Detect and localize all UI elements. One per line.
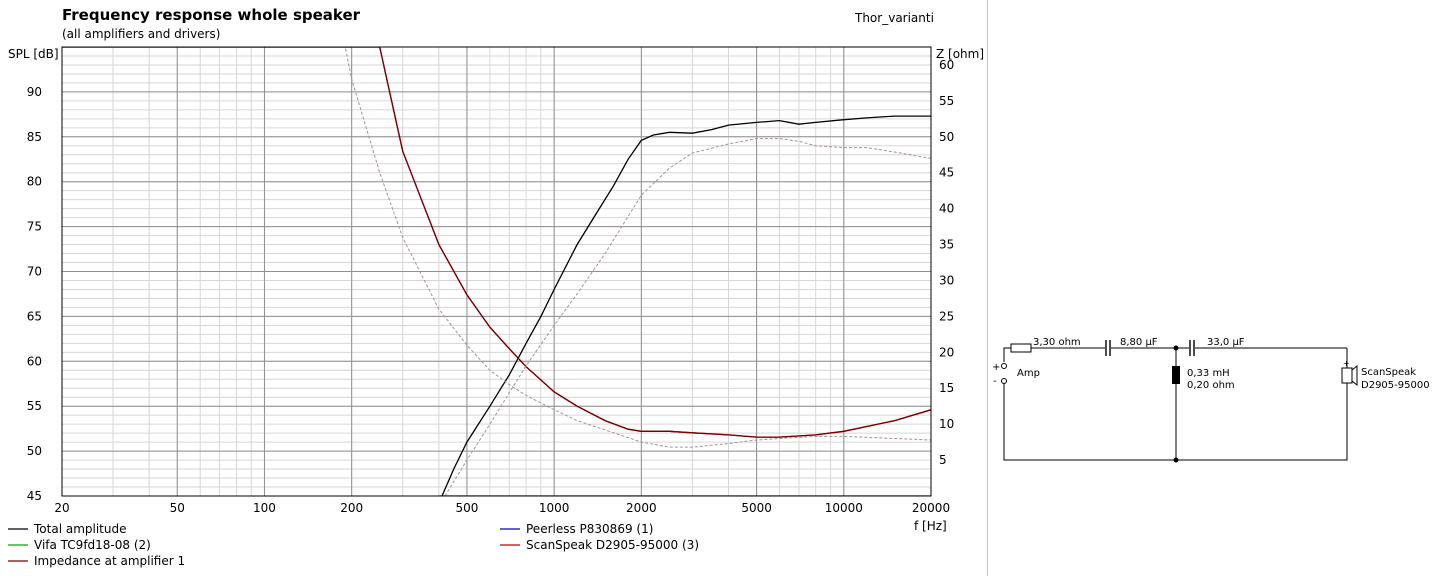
y2-tick-label: 10 (939, 417, 954, 431)
capacitor1-symbol[interactable] (1105, 340, 1111, 356)
legend-label: Vifa TC9fd18-08 (2) (34, 538, 151, 552)
amp-label: Amp (1017, 368, 1040, 379)
svg-text:+: + (1343, 359, 1350, 368)
inductor-resistance: 0,20 ohm (1187, 380, 1235, 391)
legend-label: Peerless P830869 (1) (526, 522, 653, 536)
chart-svg: Frequency response whole speaker (all am… (8, 6, 984, 568)
y-tick-label: 65 (27, 309, 42, 323)
y2-tick-label: 50 (939, 130, 954, 144)
legend-label: Impedance at amplifier 1 (34, 554, 185, 568)
x-tick-label: 50 (170, 501, 185, 515)
series-line (444, 138, 931, 496)
y-tick-label: 55 (27, 399, 42, 413)
plot-frame (61, 46, 932, 497)
capacitor2-symbol[interactable] (1189, 340, 1195, 356)
y-tick-label: 90 (27, 85, 42, 99)
tick-layer: 20 50 100 200 500 1000 2000 5000 10000 20000 45 50 5… (27, 58, 955, 515)
y2-tick-label: 25 (939, 309, 954, 323)
tweeter-driver-icon[interactable]: + (1341, 359, 1358, 387)
inductor-symbol[interactable] (1172, 366, 1180, 384)
series-layer (62, 47, 931, 496)
driver-model: D2905-95000 (1361, 380, 1430, 391)
x-tick-label: 500 (455, 501, 478, 515)
x-tick-label: 20000 (912, 501, 950, 515)
frequency-response-chart: Frequency response whole speaker (all am… (8, 6, 984, 568)
y-axis-label: SPL [dB] (8, 47, 59, 61)
y2-tick-label: 30 (939, 273, 954, 287)
schematic-svg: + - Amp 3,30 ohm 8,80 µF 33,0 µF 0,33 mH… (992, 337, 1430, 463)
y2-tick-label: 20 (939, 345, 954, 359)
y2-tick-label: 15 (939, 381, 954, 395)
legend-label: Total amplitude (33, 522, 126, 536)
top-wire (1003, 347, 1011, 362)
amp-minus-label: - (993, 376, 997, 387)
y2-tick-label: 45 (939, 166, 954, 180)
amp-plus-terminal[interactable] (1001, 363, 1007, 369)
series-line (62, 47, 931, 438)
amp-plus-label: + (992, 362, 1000, 373)
amp-minus-terminal[interactable] (1001, 378, 1007, 384)
panel-divider (987, 0, 988, 576)
series-line (441, 115, 931, 496)
driver-brand: ScanSpeak (1361, 367, 1416, 378)
chart-title: Frequency response whole speaker (62, 6, 361, 24)
crossover-schematic[interactable]: + - Amp 3,30 ohm 8,80 µF 33,0 µF 0,33 mH… (988, 0, 1439, 576)
grid-layer (61, 47, 932, 497)
x-tick-label: 10000 (825, 501, 863, 515)
y2-tick-label: 40 (939, 202, 954, 216)
y-tick-label: 60 (27, 354, 42, 368)
inductor-value: 0,33 mH (1187, 368, 1230, 379)
y2-tick-label: 5 (939, 453, 947, 467)
capacitor1-label: 8,80 µF (1120, 337, 1158, 348)
x-axis-label: f [Hz] (914, 519, 947, 533)
y-tick-label: 75 (27, 220, 42, 234)
x-tick-label: 20 (54, 501, 69, 515)
y-tick-label: 85 (27, 130, 42, 144)
legend-label: ScanSpeak D2905-95000 (3) (526, 538, 699, 552)
x-tick-label: 100 (253, 501, 276, 515)
y2-axis-label: Z [ohm] (936, 47, 984, 61)
y-tick-label: 80 (27, 175, 42, 189)
x-tick-label: 2000 (626, 501, 657, 515)
y2-tick-label: 55 (939, 94, 954, 108)
y2-tick-label: 60 (939, 58, 954, 72)
resistor-label: 3,30 ohm (1033, 337, 1081, 348)
capacitor2-label: 33,0 µF (1207, 337, 1245, 348)
legend: Total amplitude Peerless P830869 (1) Vifa … (8, 522, 699, 568)
junction-bottom (1173, 457, 1179, 463)
resistor-symbol[interactable] (1010, 343, 1032, 353)
y-tick-label: 45 (27, 489, 42, 503)
series-line (62, 47, 931, 448)
y-tick-label: 70 (27, 265, 42, 279)
x-tick-label: 5000 (741, 501, 772, 515)
series-line (62, 47, 931, 438)
x-tick-label: 1000 (539, 501, 570, 515)
y-tick-label: 50 (27, 444, 42, 458)
chart-subtitle: (all amplifiers and drivers) (62, 27, 220, 41)
y2-tick-label: 35 (939, 238, 954, 252)
junction-top (1173, 345, 1179, 351)
x-tick-label: 200 (340, 501, 363, 515)
project-name: Thor_varianti (854, 11, 934, 25)
